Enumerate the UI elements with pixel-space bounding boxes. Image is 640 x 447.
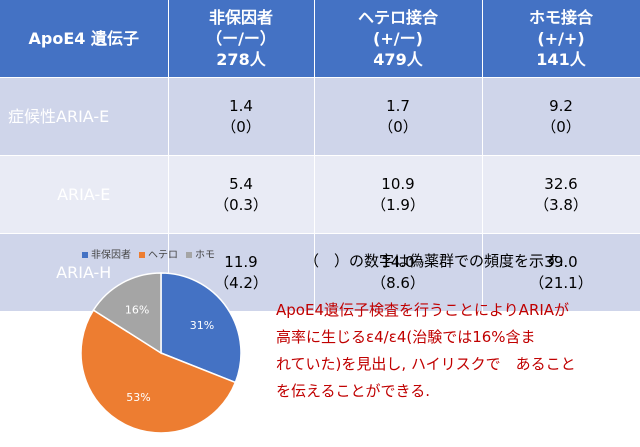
legend-item: 非保因者: [82, 246, 131, 261]
genotype-pie-chart: 31% 53% 16%: [80, 272, 242, 434]
table-corner-label: ApoE4 遺伝子: [0, 0, 169, 78]
column-header-noncarrier: 非保因者 （ー/ー） 278人: [168, 0, 315, 78]
pie-legend: 非保因者 ヘテロ ホモ: [82, 246, 215, 261]
conclusion-text: ApoE4遺伝子検査を行うことによりARIAが 高率に生じるε4/ε4(治験では…: [276, 301, 576, 400]
table-cell: 10.9 （1.9）: [314, 155, 483, 234]
legend-swatch-noncarrier: [82, 252, 88, 258]
column-header-homozygous: ホモ接合 (+/+) 141人: [482, 0, 640, 78]
pie-data-label: 16%: [125, 304, 149, 317]
aria-incidence-table: ApoE4 遺伝子 非保因者 （ー/ー） 278人 ヘテロ接合 (+/ー) 47…: [0, 0, 640, 312]
table-cell: 1.4 （0）: [168, 77, 315, 156]
pie-data-label: 31%: [190, 319, 214, 332]
table-cell: 14.0 （8.6）: [314, 233, 483, 312]
pie-slice-homo: [92, 272, 162, 355]
table-cell: 39.0 （21.1）: [482, 233, 640, 312]
table-row: ARIA-E 5.4 （0.3） 10.9 （1.9） 32.6 （3.8）: [0, 155, 640, 234]
legend-swatch-hetero: [139, 252, 145, 258]
row-label: ARIA-E: [0, 155, 169, 234]
pie-slice-hetero: [80, 309, 237, 434]
row-label: 症候性ARIA-E: [0, 77, 169, 156]
table-row: 症候性ARIA-E 1.4 （0） 1.7 （0） 9.2 （0）: [0, 77, 640, 156]
table-cell: 1.7 （0）: [314, 77, 483, 156]
pie-slice-noncarrier: [160, 272, 242, 384]
pie-data-label: 53%: [126, 391, 150, 404]
table-cell: 32.6 （3.8）: [482, 155, 640, 234]
legend-item: ヘテロ: [139, 246, 178, 261]
legend-swatch-homo: [186, 252, 192, 258]
table-cell: 5.4 （0.3）: [168, 155, 315, 234]
placebo-note: （ ）の数字は偽薬群での頻度を示す.: [304, 252, 564, 270]
table-row: ARIA-H 11.9 （4.2） 14.0 （8.6） 39.0 （21.1）: [0, 233, 640, 312]
legend-item: ホモ: [186, 246, 215, 261]
column-header-heterozygous: ヘテロ接合 (+/ー) 479人: [314, 0, 483, 78]
table-cell: 9.2 （0）: [482, 77, 640, 156]
